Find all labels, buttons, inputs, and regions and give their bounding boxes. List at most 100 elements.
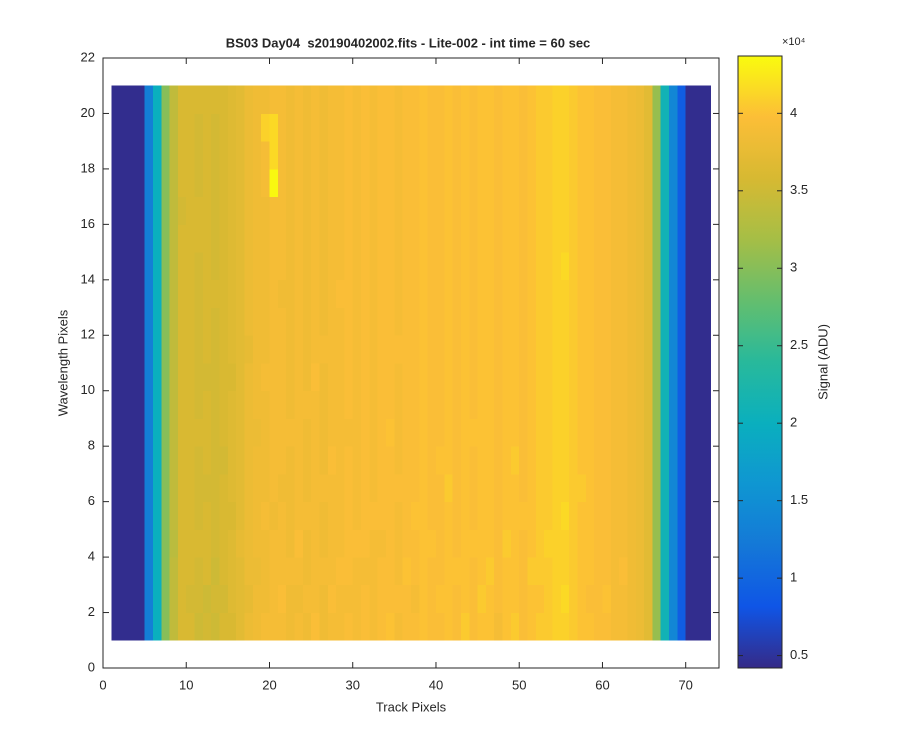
y-tick-label: 4 <box>88 549 95 564</box>
heatmap-cell <box>594 612 603 641</box>
heatmap-cell <box>294 113 304 142</box>
heatmap-cell <box>660 363 670 392</box>
heatmap-cell <box>552 252 562 281</box>
heatmap-cell <box>635 335 645 364</box>
heatmap-cell <box>252 85 262 114</box>
heatmap-cell <box>377 363 387 392</box>
heatmap-cell <box>452 390 462 419</box>
heatmap-cell <box>119 279 129 308</box>
heatmap-cell <box>677 85 687 114</box>
heatmap-cell <box>535 141 545 170</box>
heatmap-cell <box>202 529 212 558</box>
heatmap-cell <box>619 168 628 198</box>
heatmap-cell <box>652 85 662 114</box>
heatmap-cell <box>294 307 304 336</box>
heatmap-cell <box>535 418 545 447</box>
heatmap-cell <box>127 418 137 447</box>
heatmap-cell <box>227 363 237 392</box>
heatmap-cell <box>577 307 587 336</box>
heatmap-cell <box>177 113 187 142</box>
heatmap-cell <box>702 584 712 613</box>
heatmap-cell <box>452 584 462 613</box>
heatmap-cell <box>460 501 470 530</box>
heatmap-cell <box>485 141 495 170</box>
heatmap-cell <box>594 584 603 613</box>
heatmap-cell <box>244 307 254 336</box>
heatmap-cell <box>319 307 329 336</box>
heatmap-cell <box>427 584 437 613</box>
heatmap-cell <box>677 557 687 586</box>
heatmap-cell <box>294 584 304 613</box>
heatmap-cell <box>527 224 537 253</box>
heatmap-cell <box>194 501 204 530</box>
heatmap-cell <box>485 584 495 613</box>
heatmap-cell <box>552 279 562 308</box>
heatmap-cell <box>294 224 304 253</box>
heatmap-cell <box>411 224 420 253</box>
heatmap-cell <box>444 307 454 336</box>
heatmap-cell <box>294 85 304 114</box>
heatmap-cell <box>644 85 653 114</box>
heatmap-cell <box>161 390 170 419</box>
heatmap-cell <box>577 141 587 170</box>
heatmap-cell <box>236 252 245 281</box>
heatmap-cell <box>252 168 262 198</box>
heatmap-cell <box>236 363 245 392</box>
heatmap-cell <box>236 529 245 558</box>
heatmap-cell <box>627 141 637 170</box>
heatmap-cell <box>602 307 612 336</box>
heatmap-cell <box>485 473 495 503</box>
heatmap-cell <box>361 279 370 308</box>
heatmap-cell <box>227 473 237 503</box>
heatmap-cell <box>552 446 562 475</box>
heatmap-cell <box>227 446 237 475</box>
heatmap-cell <box>402 473 412 503</box>
y-tick-label: 20 <box>81 105 95 120</box>
heatmap-cell <box>302 279 312 308</box>
heatmap-cell <box>277 224 287 253</box>
heatmap-cell <box>119 501 129 530</box>
heatmap-cell <box>577 168 587 198</box>
heatmap-cell <box>161 252 170 281</box>
heatmap-cell <box>585 473 595 503</box>
heatmap-cell <box>560 363 570 392</box>
heatmap-cell <box>627 612 637 641</box>
heatmap-cell <box>302 113 312 142</box>
heatmap-cell <box>494 418 503 447</box>
heatmap-cell <box>186 307 195 336</box>
heatmap-cell <box>269 501 279 530</box>
heatmap-cell <box>519 335 528 364</box>
heatmap-cell <box>194 529 204 558</box>
heatmap-cell <box>244 390 254 419</box>
heatmap-cell <box>219 168 229 198</box>
heatmap-cell <box>244 252 254 281</box>
heatmap-cell <box>119 390 129 419</box>
heatmap-cell <box>627 501 637 530</box>
heatmap-cell <box>244 224 254 253</box>
heatmap-cell <box>286 529 295 558</box>
heatmap-cell <box>269 85 279 114</box>
heatmap-cell <box>435 85 445 114</box>
heatmap-cell <box>619 557 628 586</box>
heatmap-cell <box>502 418 512 447</box>
heatmap-cell <box>302 473 312 503</box>
heatmap-cell <box>527 501 537 530</box>
heatmap-cell <box>519 363 528 392</box>
heatmap-cell <box>336 196 345 225</box>
heatmap-cell <box>377 418 387 447</box>
heatmap-cell <box>527 473 537 503</box>
heatmap-cell <box>435 363 445 392</box>
heatmap-cell <box>452 446 462 475</box>
heatmap-cell <box>469 446 478 475</box>
heatmap-cell <box>386 418 395 447</box>
heatmap-cell <box>652 224 662 253</box>
heatmap-cell <box>286 141 295 170</box>
heatmap-cell <box>152 501 162 530</box>
heatmap-cell <box>527 363 537 392</box>
heatmap-cell <box>261 473 270 503</box>
heatmap-cell <box>302 252 312 281</box>
heatmap-cell <box>419 279 429 308</box>
heatmap-cell <box>627 196 637 225</box>
heatmap-cell <box>186 473 195 503</box>
heatmap-cell <box>336 85 345 114</box>
